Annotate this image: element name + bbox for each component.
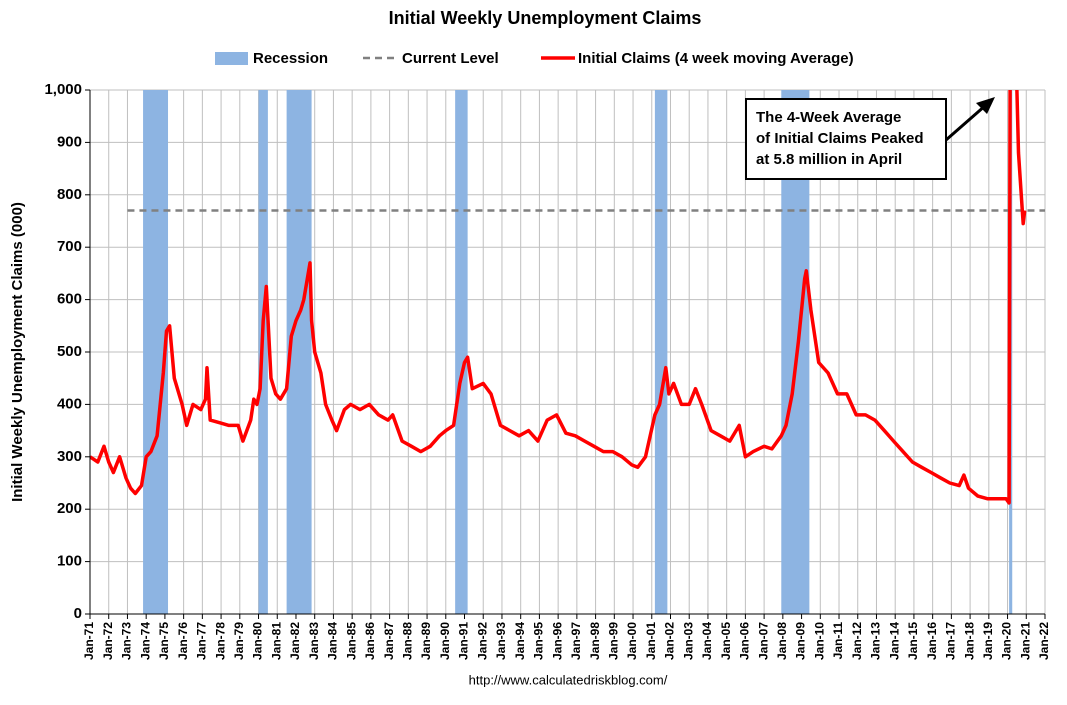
x-tick-label: Jan-78 <box>213 622 227 660</box>
x-tick-label: Jan-00 <box>625 622 639 660</box>
x-tick-label: Jan-80 <box>251 622 265 660</box>
recession-band <box>654 90 668 614</box>
x-tick-label: Jan-22 <box>1037 622 1051 660</box>
y-tick-label: 400 <box>57 395 82 412</box>
x-tick-label: Jan-95 <box>532 622 546 660</box>
recession-band <box>455 90 468 614</box>
y-tick-label: 200 <box>57 500 82 517</box>
x-tick-label: Jan-15 <box>906 622 920 660</box>
x-tick-label: Jan-74 <box>138 622 152 660</box>
x-tick-label: Jan-01 <box>644 622 658 660</box>
annotation-text: The 4-Week Average <box>756 109 901 126</box>
x-tick-label: Jan-18 <box>962 622 976 660</box>
y-tick-label: 1,000 <box>44 81 82 98</box>
x-tick-label: Jan-09 <box>794 622 808 660</box>
annotation-arrow <box>945 103 987 142</box>
y-tick-label: 800 <box>57 186 82 203</box>
y-tick-label: 300 <box>57 448 82 465</box>
x-tick-label: Jan-02 <box>663 622 677 660</box>
x-tick-label: Jan-11 <box>831 622 845 660</box>
legend-swatch <box>215 52 248 65</box>
x-tick-label: Jan-12 <box>850 622 864 660</box>
x-tick-label: Jan-81 <box>269 622 283 660</box>
x-tick-label: Jan-91 <box>457 622 471 660</box>
x-tick-label: Jan-96 <box>550 622 564 660</box>
x-tick-label: Jan-16 <box>925 622 939 660</box>
x-tick-label: Jan-94 <box>513 622 527 660</box>
series-line <box>90 90 1027 505</box>
x-tick-label: Jan-93 <box>494 622 508 660</box>
chart-title: Initial Weekly Unemployment Claims <box>389 8 702 28</box>
x-tick-label: Jan-76 <box>176 622 190 660</box>
x-tick-label: Jan-19 <box>981 622 995 660</box>
x-tick-label: Jan-86 <box>363 622 377 660</box>
y-tick-label: 100 <box>57 553 82 570</box>
x-tick-label: Jan-14 <box>887 622 901 660</box>
x-tick-label: Jan-73 <box>120 622 134 660</box>
x-tick-label: Jan-97 <box>569 622 583 660</box>
x-tick-label: Jan-04 <box>700 622 714 660</box>
x-tick-label: Jan-07 <box>756 622 770 660</box>
x-tick-label: Jan-10 <box>812 622 826 660</box>
x-tick-label: Jan-84 <box>326 622 340 660</box>
x-tick-label: Jan-90 <box>438 622 452 660</box>
source: http://www.calculatedriskblog.com/ <box>469 672 668 687</box>
y-axis-label: Initial Weekly Unemployment Claims (000) <box>9 202 26 502</box>
x-tick-label: Jan-06 <box>738 622 752 660</box>
x-tick-label: Jan-79 <box>232 622 246 660</box>
x-tick-label: Jan-17 <box>944 622 958 660</box>
y-tick-label: 700 <box>57 238 82 255</box>
x-tick-label: Jan-13 <box>869 622 883 660</box>
y-tick-label: 0 <box>74 605 82 622</box>
x-tick-label: Jan-77 <box>195 622 209 660</box>
y-tick-label: 600 <box>57 291 82 308</box>
x-tick-label: Jan-98 <box>588 622 602 660</box>
x-tick-label: Jan-87 <box>382 622 396 660</box>
legend-label: Recession <box>253 50 328 67</box>
legend-label: Initial Claims (4 week moving Average) <box>578 50 854 67</box>
x-tick-label: Jan-08 <box>775 622 789 660</box>
x-tick-label: Jan-72 <box>101 622 115 660</box>
annotation-text: of Initial Claims Peaked <box>756 130 924 147</box>
x-tick-label: Jan-71 <box>82 622 96 660</box>
annotation-text: at 5.8 million in April <box>756 151 902 168</box>
y-tick-label: 500 <box>57 343 82 360</box>
legend-label: Current Level <box>402 50 499 67</box>
x-tick-label: Jan-05 <box>719 622 733 660</box>
x-tick-label: Jan-82 <box>288 622 302 660</box>
x-tick-label: Jan-20 <box>1000 622 1014 660</box>
x-tick-label: Jan-92 <box>475 622 489 660</box>
annotation-box <box>745 98 947 180</box>
x-tick-label: Jan-99 <box>606 622 620 660</box>
x-tick-label: Jan-75 <box>157 622 171 660</box>
x-tick-label: Jan-03 <box>681 622 695 660</box>
x-tick-label: Jan-21 <box>1018 622 1032 660</box>
x-tick-label: Jan-89 <box>419 622 433 660</box>
x-tick-label: Jan-85 <box>344 622 358 660</box>
x-tick-label: Jan-88 <box>401 622 415 660</box>
y-tick-label: 900 <box>57 133 82 150</box>
annotation-arrowhead <box>976 97 995 114</box>
x-tick-label: Jan-83 <box>307 622 321 660</box>
